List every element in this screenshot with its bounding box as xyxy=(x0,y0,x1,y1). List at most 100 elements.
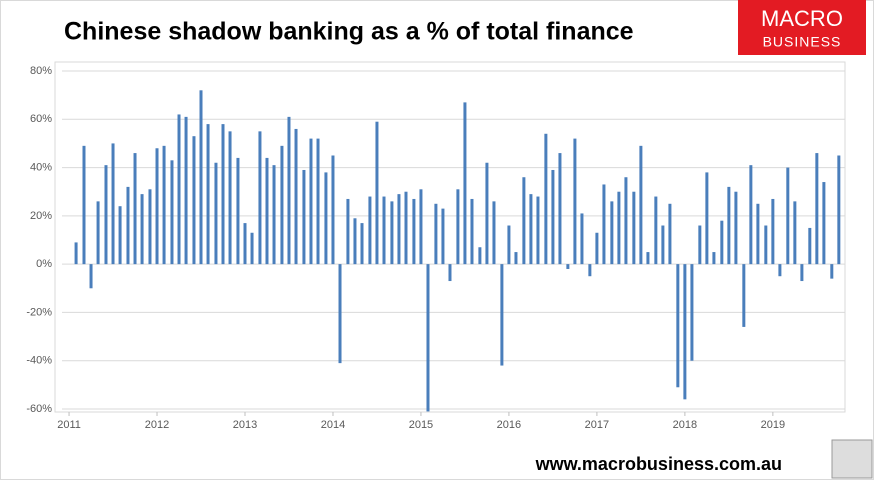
bar xyxy=(588,264,592,277)
bar xyxy=(771,198,775,265)
bar xyxy=(419,189,423,265)
bar xyxy=(199,90,203,265)
bar xyxy=(690,264,694,361)
bar xyxy=(228,131,232,265)
chart-title: Chinese shadow banking as a % of total f… xyxy=(64,18,634,46)
bar xyxy=(82,145,86,265)
x-tick-label: 2015 xyxy=(409,419,433,431)
bar xyxy=(756,203,760,265)
bar xyxy=(426,264,430,412)
bar xyxy=(324,172,328,265)
x-tick-label: 2012 xyxy=(145,419,169,431)
bar xyxy=(808,227,812,265)
y-tick-label: 40% xyxy=(30,161,52,173)
bar xyxy=(89,264,93,289)
bar xyxy=(646,252,650,265)
bar xyxy=(221,124,225,265)
bar xyxy=(654,196,658,265)
bar xyxy=(742,264,746,327)
bar xyxy=(192,136,196,265)
bar xyxy=(316,138,320,265)
bar xyxy=(309,138,313,265)
bar xyxy=(595,232,599,265)
bar xyxy=(705,172,709,265)
bar xyxy=(206,124,210,265)
bar xyxy=(815,153,819,265)
bar xyxy=(170,160,174,265)
bar xyxy=(236,157,240,265)
bar xyxy=(382,196,386,265)
y-tick-label: -60% xyxy=(26,403,52,415)
y-tick-label: -40% xyxy=(26,355,52,367)
bar xyxy=(441,208,445,265)
bar xyxy=(661,225,665,265)
bar xyxy=(676,264,680,388)
bar xyxy=(96,201,100,265)
bar xyxy=(287,116,291,265)
logo-text: MACRO xyxy=(761,6,843,31)
bar xyxy=(353,218,357,265)
bar xyxy=(668,203,672,265)
bar xyxy=(639,145,643,265)
bar xyxy=(727,186,731,265)
bar xyxy=(412,198,416,265)
x-tick-label: 2017 xyxy=(585,419,609,431)
x-tick-label: 2013 xyxy=(233,419,257,431)
x-tick-label: 2014 xyxy=(321,419,345,431)
bar xyxy=(177,114,181,265)
bar xyxy=(397,194,401,265)
source-url: www.macrobusiness.com.au xyxy=(535,454,782,474)
bar xyxy=(126,186,130,265)
bar xyxy=(118,206,122,265)
bar xyxy=(837,155,841,265)
bar xyxy=(258,131,262,265)
bar xyxy=(155,148,159,265)
bar xyxy=(830,264,834,279)
bar xyxy=(184,116,188,265)
plot-frame xyxy=(54,61,846,413)
bar xyxy=(632,191,636,265)
bar xyxy=(250,232,254,265)
bar xyxy=(294,128,298,265)
y-tick-label: 60% xyxy=(30,113,52,125)
logo-box xyxy=(738,0,866,55)
x-tick-label: 2019 xyxy=(761,419,785,431)
bar xyxy=(346,198,350,265)
bar xyxy=(104,165,108,265)
bar xyxy=(522,177,526,265)
bar xyxy=(624,177,628,265)
bar xyxy=(331,155,335,265)
bar xyxy=(434,203,438,265)
bar xyxy=(111,143,115,265)
bar xyxy=(280,145,284,265)
bar xyxy=(148,189,152,265)
bar xyxy=(265,157,269,265)
bar xyxy=(822,182,826,265)
bar xyxy=(456,189,460,265)
bar xyxy=(140,194,144,265)
bar xyxy=(580,213,584,265)
bar xyxy=(536,196,540,265)
bar xyxy=(338,264,342,364)
bar xyxy=(698,225,702,265)
bar xyxy=(602,184,606,265)
bar xyxy=(74,242,78,265)
bar xyxy=(272,165,276,265)
bar xyxy=(375,121,379,265)
bar xyxy=(793,201,797,265)
bar xyxy=(492,201,496,265)
bar xyxy=(214,162,218,265)
x-tick-label: 2018 xyxy=(673,419,697,431)
bar xyxy=(786,167,790,265)
y-tick-label: 20% xyxy=(30,210,52,222)
logo-text: BUSINESS xyxy=(763,34,842,50)
bar xyxy=(243,223,247,265)
bar xyxy=(529,194,533,265)
y-tick-label: 80% xyxy=(30,65,52,77)
bar xyxy=(734,191,738,265)
bar xyxy=(749,165,753,265)
bar xyxy=(566,264,570,269)
bar xyxy=(558,153,562,265)
bar xyxy=(162,145,166,265)
